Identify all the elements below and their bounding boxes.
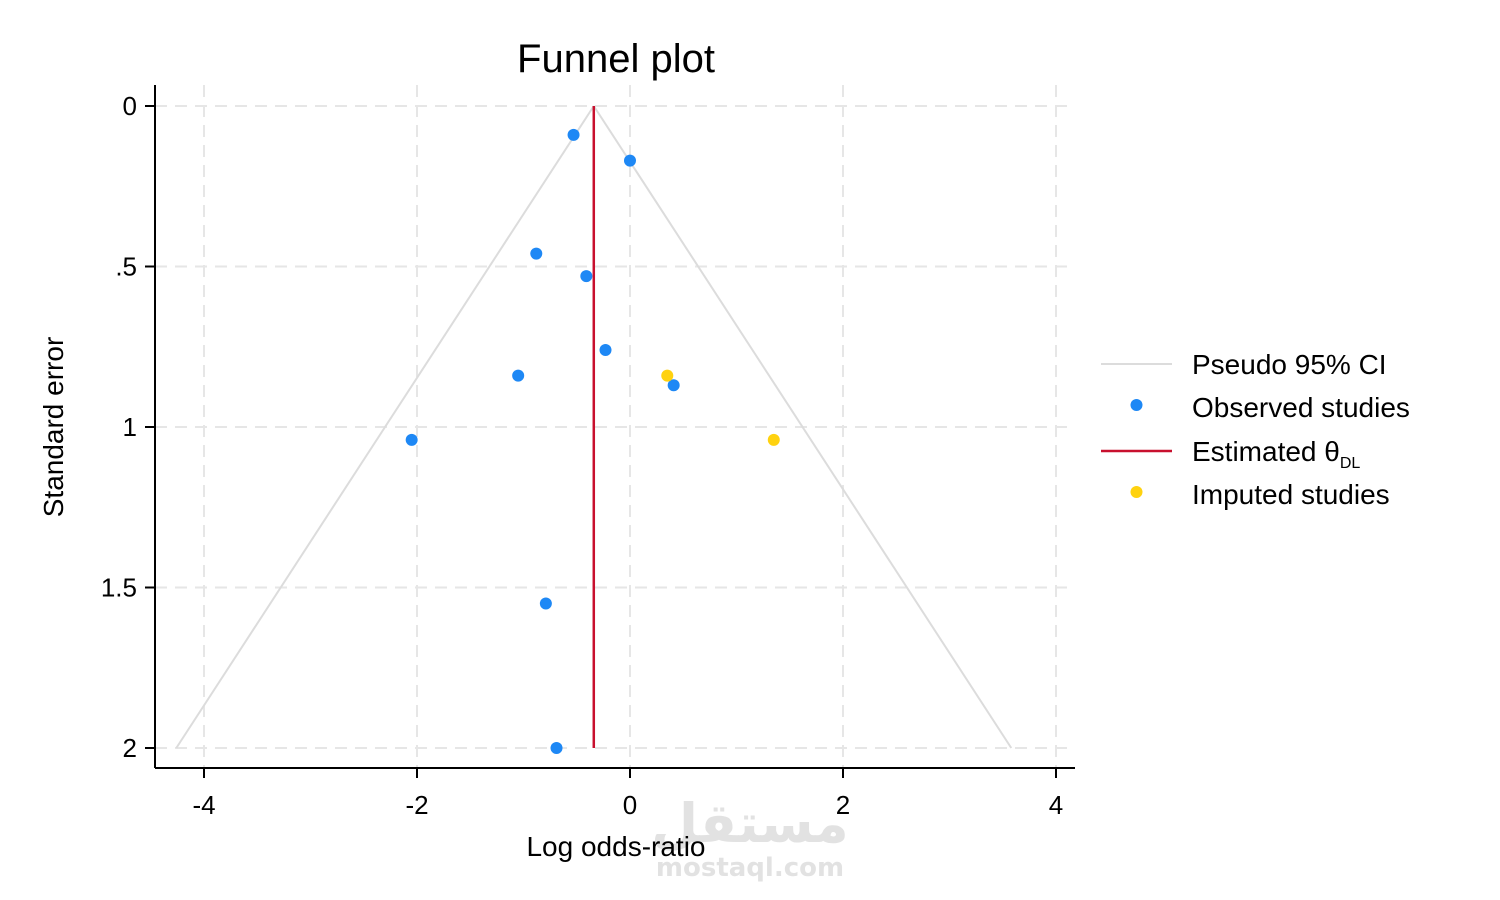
mostaql-watermark: مستقل mostaql.com [651,792,849,883]
x-tick-label: 4 [1049,790,1063,820]
x-axis-title: Log odds-ratio [526,831,705,862]
study-points [405,128,780,754]
x-tick-label: 0 [623,790,637,820]
legend-label-observed: Observed studies [1192,392,1410,423]
legend: Pseudo 95% CI Observed studies Estimated θ… [1101,349,1410,510]
axes [145,85,1075,778]
x-tick-label: -4 [192,790,215,820]
observed-study-point [667,379,680,392]
legend-item-observed: Observed studies [1130,392,1410,423]
legend-label-estimated: Estimated θDL [1192,436,1360,472]
pseudo-ci-left-line [175,105,595,749]
imputed-study-point [767,433,780,446]
legend-subscript: DL [1340,455,1361,472]
y-tick-label: .5 [115,252,137,282]
chart-title: Funnel plot [517,37,715,81]
legend-item-imputed: Imputed studies [1130,479,1390,510]
legend-label-imputed: Imputed studies [1192,479,1390,510]
legend-symbol-imputed [1130,486,1143,498]
observed-study-point [539,597,552,610]
observed-study-point [530,247,543,260]
observed-study-point [405,433,418,446]
imputed-study-point [661,369,674,382]
grid-lines [155,85,1075,768]
y-tick-label: 1 [123,412,137,442]
legend-label-ci: Pseudo 95% CI [1192,349,1387,380]
watermark-arabic-text: مستقل [651,792,849,855]
observed-study-point [580,270,593,283]
tick-labels: -4 -2 0 2 4 0 .5 1 1.5 2 [101,91,1063,820]
y-tick-label: 2 [123,733,137,763]
observed-study-point [550,742,563,754]
pseudo-ci-funnel [175,105,1013,749]
legend-item-estimated: Estimated θDL [1101,436,1360,472]
observed-study-point [512,369,525,382]
observed-study-point [567,128,580,141]
legend-item-ci: Pseudo 95% CI [1101,349,1387,380]
y-tick-label: 0 [123,91,137,121]
legend-symbol-observed [1130,399,1143,411]
y-axis-title: Standard error [38,337,69,518]
observed-study-point [624,154,636,167]
pseudo-ci-right-line [592,105,1013,749]
observed-study-point [599,343,612,356]
watermark-latin-text: mostaql.com [656,853,844,883]
y-tick-label: 1.5 [101,573,137,603]
x-tick-label: -2 [405,790,428,820]
x-tick-label: 2 [836,790,850,820]
